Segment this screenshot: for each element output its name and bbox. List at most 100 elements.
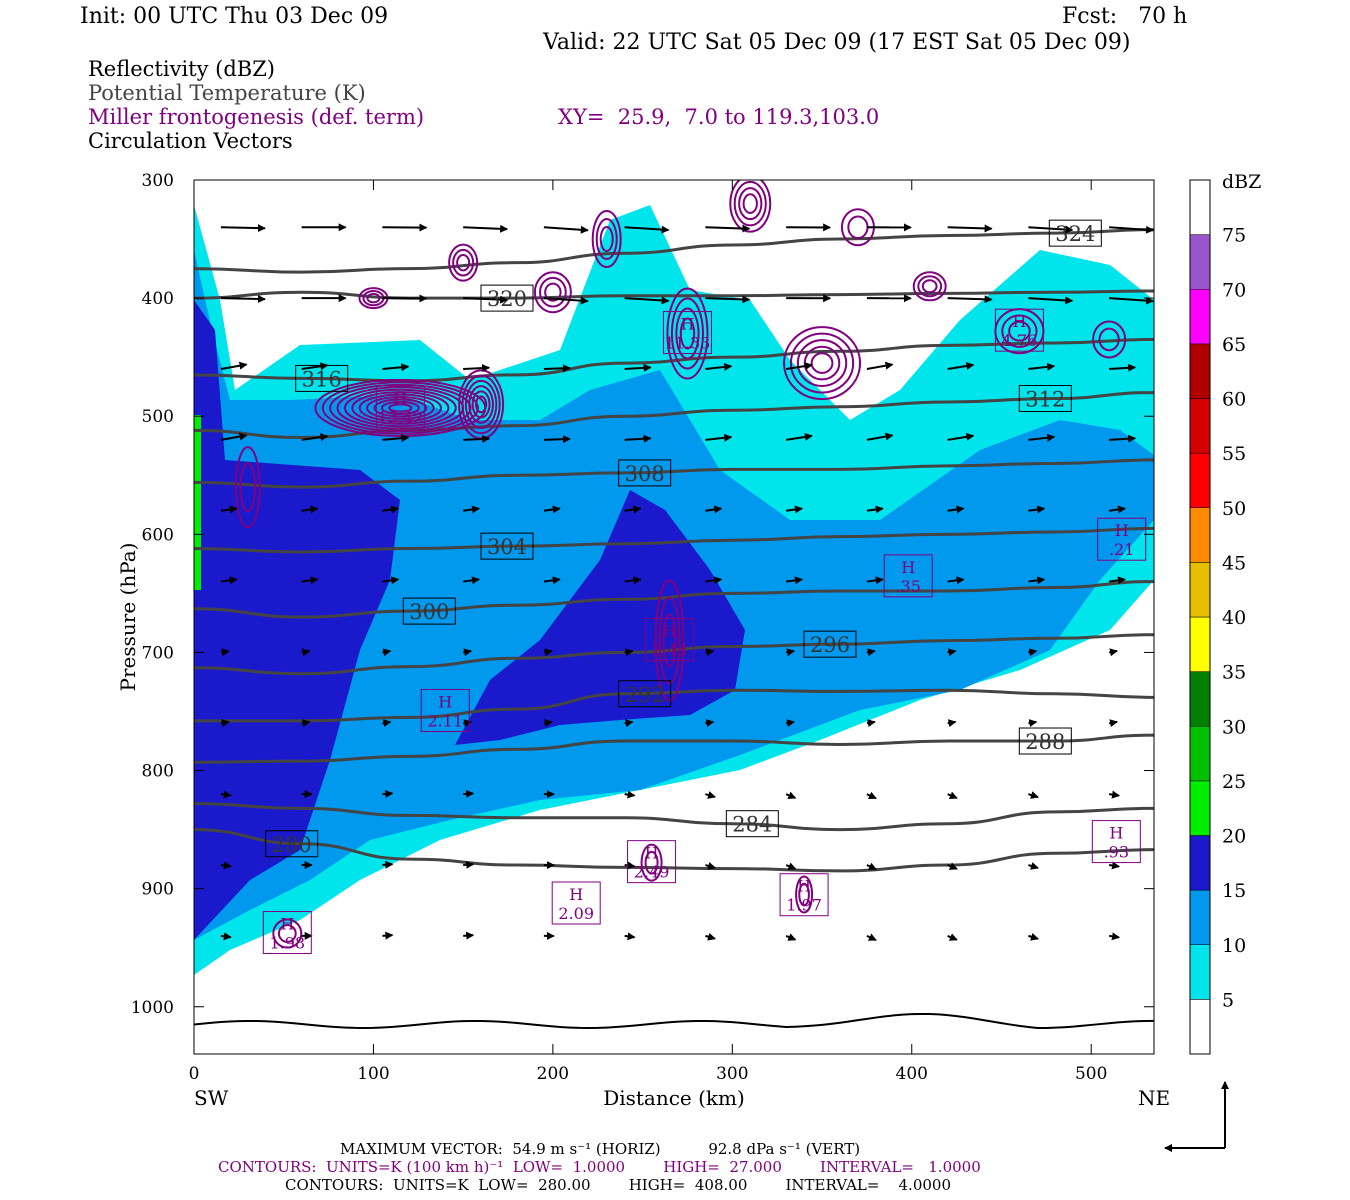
circulation-vector [947, 862, 958, 870]
frontogenesis-contour [795, 875, 814, 914]
theta-label-box [265, 830, 319, 858]
fg-max-value: 1.98 [269, 934, 305, 953]
colorbar-unit: dBZ [1222, 171, 1261, 193]
frontogenesis-contour [234, 446, 261, 529]
colorbar-swatch [1189, 179, 1211, 235]
frontogenesis-contour [591, 210, 622, 269]
colorbar-level: 60 [1222, 389, 1246, 411]
colorbar-swatch [1189, 835, 1211, 891]
circulation-vector [220, 576, 238, 585]
frontogenesis-contour [358, 393, 443, 423]
circulation-vector [543, 435, 571, 444]
fg-max-box [994, 308, 1044, 352]
fg-max-value: 2.49 [634, 863, 670, 882]
fg-max-box [662, 311, 712, 355]
colorbar-swatch [1189, 234, 1211, 290]
y-tick-label: 300 [142, 171, 174, 191]
circulation-vector [947, 648, 957, 657]
circulation-vector [1109, 363, 1137, 372]
colorbar-swatch [1189, 671, 1211, 727]
fg-max-letter: H [663, 622, 677, 641]
frontogenesis-contour [351, 391, 450, 425]
fg-max-box [627, 840, 677, 884]
theta-label-box [803, 630, 857, 658]
circulation-vector [543, 296, 589, 305]
circulation-vector [705, 932, 716, 941]
colorbar-level: 15 [1222, 880, 1246, 902]
circulation-vector [785, 862, 797, 870]
y-tick-label: 500 [142, 407, 174, 427]
circulation-vector [1109, 296, 1154, 305]
circulation-vector [382, 434, 410, 443]
x-tick-label: 300 [716, 1064, 748, 1084]
frontogenesis-contour [666, 287, 709, 380]
fg-max-letter: H [438, 692, 452, 711]
circulation-vector [1028, 719, 1038, 728]
colorbar-level: 65 [1222, 334, 1246, 356]
fg-max-value: 3.48 [652, 641, 688, 660]
colorbar-level: 30 [1222, 716, 1246, 738]
circulation-vector [463, 860, 475, 869]
circulation-vector [786, 505, 803, 514]
circulation-vector [382, 576, 400, 585]
colorbar-swatch [1189, 452, 1211, 508]
terrain-line [194, 1012, 1154, 1030]
frontogenesis-contour [366, 395, 435, 420]
theta-contour-292 [194, 688, 1154, 723]
colorbar-swatch [1189, 398, 1211, 454]
fg-max-letter: H [680, 315, 694, 334]
circulation-vector [382, 789, 394, 798]
fg-max-value: 2.09 [558, 904, 594, 923]
circulation-vector [705, 576, 723, 585]
circulation-vector [1028, 296, 1074, 305]
x-end-label-right: NE [1138, 1086, 1170, 1110]
theta-contour-288 [194, 733, 1154, 764]
fg-max-letter: H [901, 558, 915, 577]
x-end-label-left: SW [194, 1086, 229, 1110]
colorbar-level: 55 [1222, 443, 1246, 465]
legend-reflectivity: Reflectivity (dBZ) [88, 57, 276, 81]
circulation-vector [866, 432, 894, 441]
fg-max-box [645, 618, 695, 662]
y-tick-label: 600 [142, 525, 174, 545]
circulation-vector [543, 364, 571, 373]
theta-contour-316 [194, 337, 1154, 383]
colorbar-swatch [1189, 780, 1211, 836]
colorbar-level: 40 [1222, 607, 1246, 629]
circulation-vector [947, 505, 965, 514]
footer-contours-theta: CONTOURS: UNITS=K LOW= 280.00 HIGH= 408.… [285, 1176, 951, 1194]
circulation-vector [1108, 719, 1119, 728]
frontogenesis-contour [456, 253, 471, 272]
circulation-vector [463, 364, 491, 373]
circulation-vector [463, 789, 475, 798]
frontogenesis-contour [738, 187, 763, 221]
frontogenesis-contour [239, 462, 257, 513]
fg-max-box [420, 688, 470, 732]
fg-max-letter: H [645, 844, 659, 863]
fg-max-box [1091, 820, 1141, 864]
circulation-vector [785, 719, 796, 728]
y-tick-label: 1000 [131, 998, 174, 1018]
frontogenesis-contour [277, 924, 297, 943]
frontogenesis-contour [343, 388, 457, 428]
fg-max-letter: H [1109, 824, 1123, 843]
circulation-vector [462, 719, 473, 728]
theta-contour-312 [194, 391, 1154, 439]
fg-max-value: 11.33 [665, 334, 711, 353]
circulation-vector [785, 432, 813, 441]
fg-max-box [551, 881, 601, 925]
circulation-vector [866, 933, 877, 942]
circulation-vector [463, 224, 509, 233]
circulation-vector [705, 862, 716, 870]
theta-label-box [725, 810, 779, 838]
frontogenesis-contour [464, 379, 498, 429]
frontogenesis-contour [1001, 314, 1038, 348]
colorbar-level: 20 [1222, 826, 1246, 848]
fg-max-value: .35 [895, 577, 920, 596]
circulation-vector [382, 363, 410, 372]
circulation-vector [1108, 790, 1121, 799]
frontogenesis-contour [796, 339, 848, 387]
theta-label: 284 [732, 813, 772, 837]
circulation-vector [947, 576, 965, 585]
colorbar-swatch [1189, 726, 1211, 782]
